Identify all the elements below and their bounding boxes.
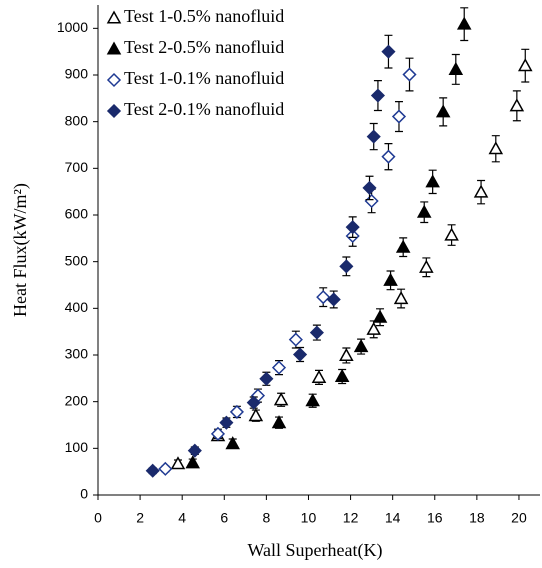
marker	[448, 61, 464, 75]
marker	[353, 339, 369, 353]
marker	[229, 404, 244, 419]
marker	[170, 456, 186, 470]
marker	[271, 415, 287, 429]
marker	[334, 368, 350, 383]
marker	[391, 109, 407, 124]
x-tick-label: 8	[262, 510, 270, 526]
marker	[372, 309, 388, 323]
x-tick-label: 6	[220, 510, 228, 526]
marker	[393, 290, 409, 305]
marker	[219, 415, 234, 430]
marker	[509, 98, 525, 112]
marker	[339, 259, 354, 274]
legend-label: Test 2-0.1% nanofluid	[124, 99, 284, 119]
legend-marker	[106, 10, 122, 24]
marker	[381, 44, 396, 59]
marker	[145, 463, 160, 478]
y-tick-label: 200	[65, 392, 89, 408]
legend-label: Test 1-0.5% nanofluid	[124, 6, 284, 26]
y-tick-label: 800	[65, 112, 89, 128]
marker	[383, 272, 398, 286]
marker	[366, 321, 381, 335]
marker	[187, 443, 202, 458]
marker	[366, 129, 381, 144]
marker	[316, 290, 331, 305]
marker	[246, 395, 261, 410]
marker	[339, 347, 354, 362]
marker	[473, 184, 489, 198]
y-tick-label: 300	[65, 346, 89, 362]
marker	[326, 292, 341, 307]
x-axis-label: Wall Superheat(K)	[248, 540, 383, 561]
marker	[488, 141, 504, 155]
x-tick-label: 18	[469, 510, 485, 526]
marker	[370, 88, 385, 103]
y-tick-label: 0	[80, 486, 88, 502]
y-tick-label: 600	[65, 206, 89, 222]
marker	[395, 239, 411, 253]
marker	[225, 436, 240, 450]
marker	[210, 426, 226, 441]
marker	[362, 180, 377, 195]
marker	[259, 371, 274, 386]
marker	[271, 360, 287, 375]
y-tick-label: 100	[65, 439, 89, 455]
legend-marker	[106, 72, 122, 88]
marker	[416, 204, 432, 218]
legend-marker	[106, 103, 122, 119]
y-tick-label: 400	[65, 299, 89, 315]
marker	[435, 104, 451, 118]
legend-label: Test 1-0.1% nanofluid	[124, 68, 284, 88]
legend-marker	[106, 41, 122, 55]
marker	[311, 369, 327, 383]
marker	[364, 193, 379, 209]
marker	[444, 227, 459, 241]
marker	[273, 392, 289, 406]
legend-label: Test 2-0.5% nanofluid	[124, 37, 284, 57]
marker	[185, 455, 200, 469]
marker	[425, 174, 440, 188]
marker	[248, 408, 264, 422]
y-axis-label: Heat Flux(kW/m²)	[10, 183, 31, 317]
marker	[381, 149, 396, 164]
x-tick-label: 20	[511, 510, 527, 526]
marker	[288, 332, 303, 347]
x-tick-label: 14	[385, 510, 401, 526]
marker	[517, 58, 533, 72]
marker	[305, 393, 320, 407]
y-tick-label: 1000	[57, 19, 88, 35]
marker	[456, 16, 472, 30]
marker	[292, 347, 308, 362]
y-tick-label: 900	[65, 66, 89, 82]
x-tick-label: 0	[94, 510, 102, 526]
marker	[158, 461, 173, 476]
x-tick-label: 16	[427, 510, 443, 526]
y-tick-label: 700	[65, 159, 89, 175]
x-tick-label: 2	[136, 510, 144, 526]
marker	[309, 325, 324, 340]
x-tick-label: 12	[343, 510, 359, 526]
marker	[419, 259, 434, 273]
marker	[402, 67, 417, 82]
marker	[345, 220, 360, 235]
x-tick-label: 10	[301, 510, 317, 526]
x-tick-label: 4	[178, 510, 186, 526]
y-tick-label: 500	[65, 252, 89, 268]
